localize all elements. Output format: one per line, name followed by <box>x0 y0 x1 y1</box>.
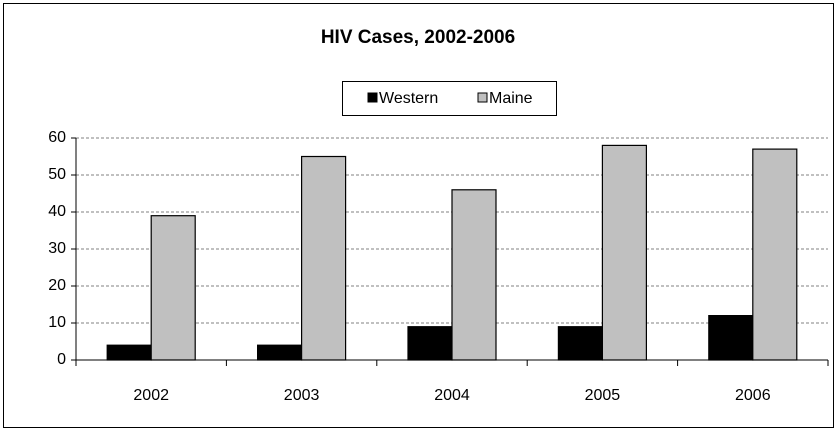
y-tick-label: 30 <box>48 240 66 257</box>
bar <box>301 155 347 361</box>
x-tick-label: 2003 <box>284 387 320 404</box>
bar <box>451 189 497 361</box>
y-tick-label: 40 <box>48 203 66 220</box>
x-tick-label: 2005 <box>585 387 621 404</box>
bar <box>150 215 196 361</box>
legend-label: Maine <box>489 90 533 107</box>
bar <box>557 326 604 361</box>
legend-box <box>342 81 557 116</box>
bar <box>106 344 152 361</box>
legend-label: Western <box>379 90 438 107</box>
bar <box>407 326 453 361</box>
bar <box>752 148 798 361</box>
y-tick-label: 60 <box>48 129 66 146</box>
legend-swatch <box>477 92 488 103</box>
bar <box>708 315 754 361</box>
chart-border <box>3 3 834 428</box>
y-tick-label: 50 <box>48 166 66 183</box>
x-tick-label: 2002 <box>133 387 169 404</box>
bar <box>257 344 303 361</box>
legend-swatch <box>367 92 378 103</box>
y-tick-label: 10 <box>48 314 66 331</box>
x-tick-label: 2006 <box>735 387 771 404</box>
x-tick-label: 2004 <box>434 387 470 404</box>
bar <box>601 144 648 361</box>
y-tick-label: 20 <box>48 277 66 294</box>
y-tick-label: 0 <box>57 351 66 368</box>
chart-title: HIV Cases, 2002-2006 <box>321 27 515 48</box>
